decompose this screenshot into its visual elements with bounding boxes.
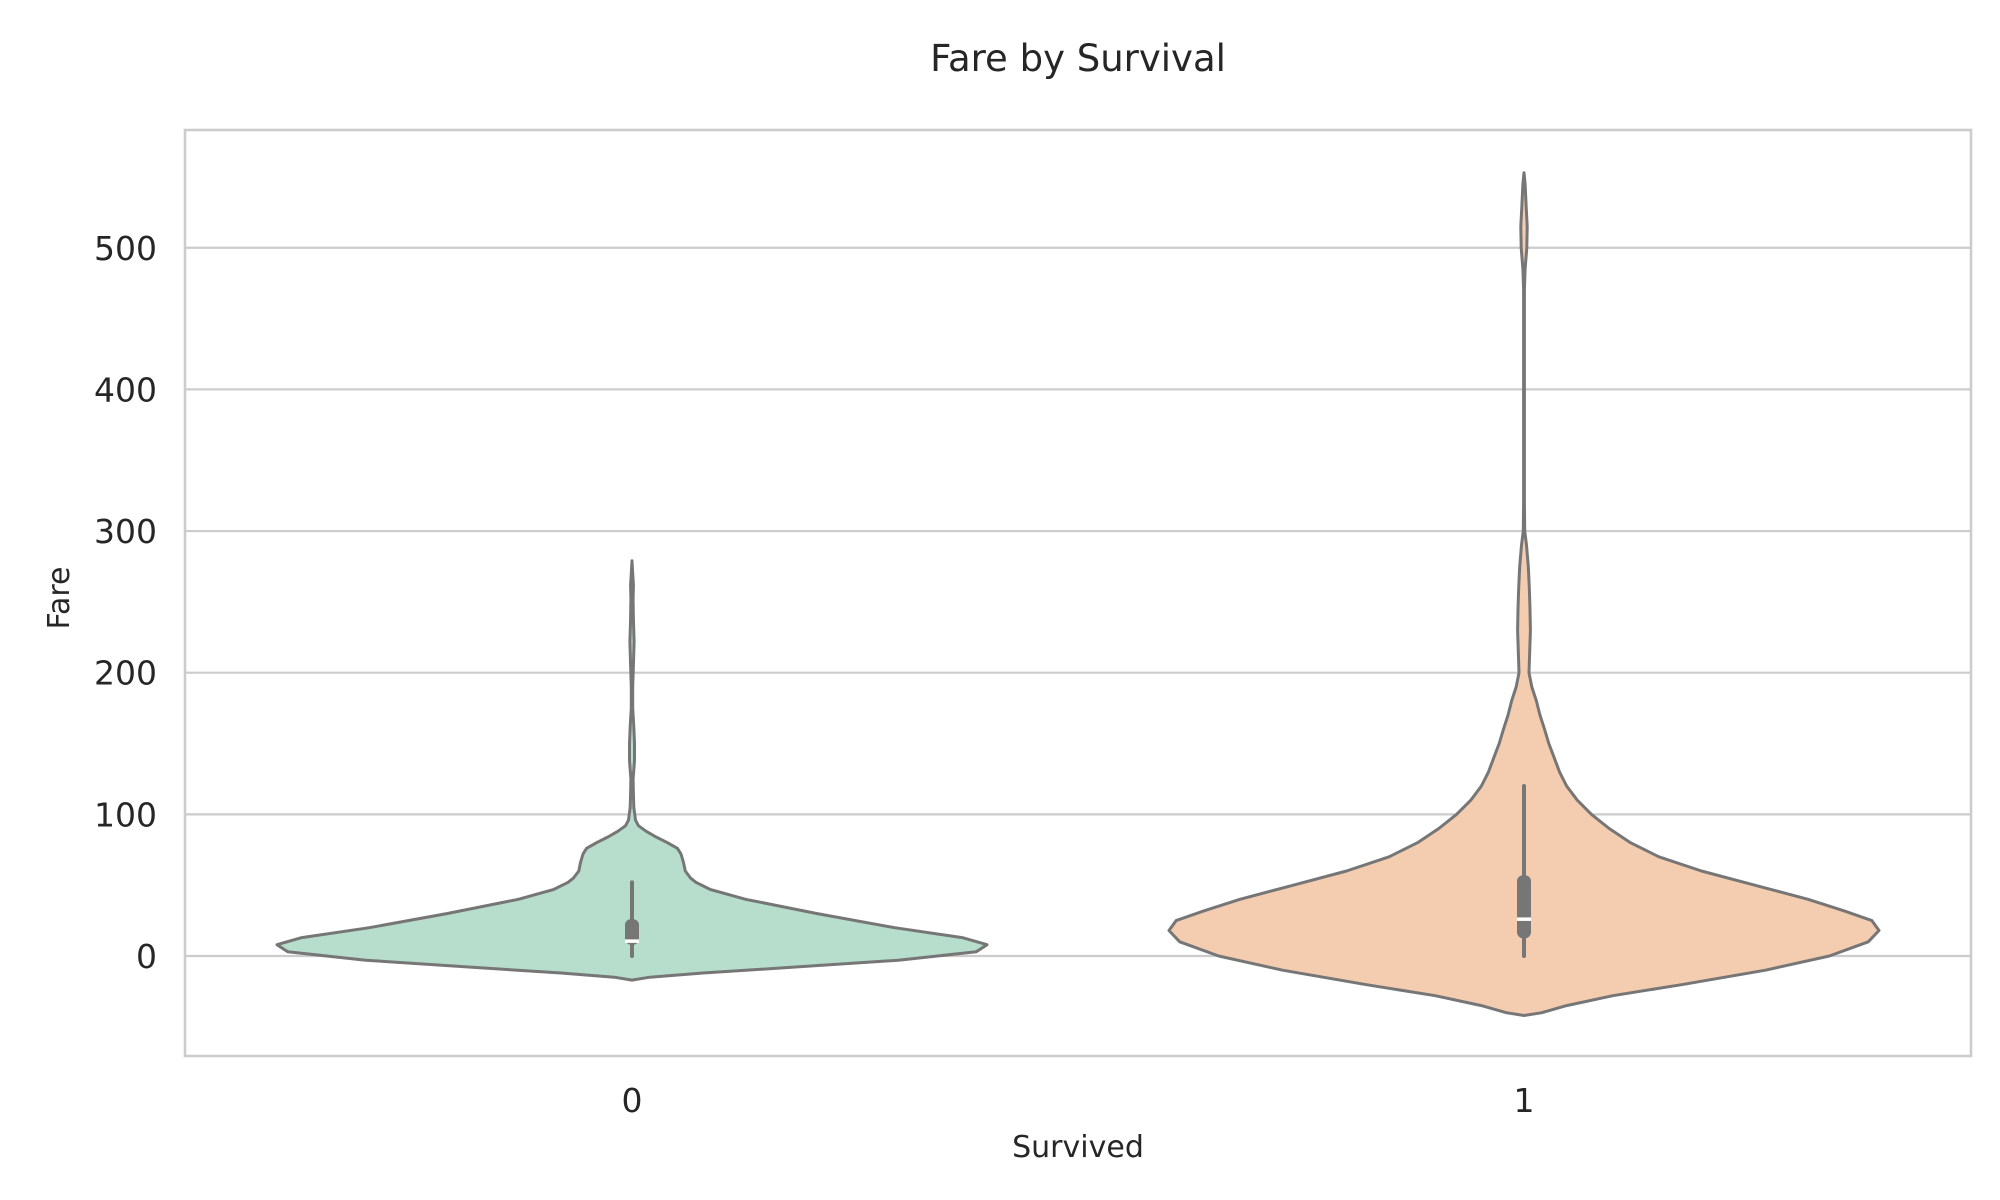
plot-frame xyxy=(183,128,1973,1058)
violin-iqr-box xyxy=(625,919,639,945)
y-tick-label: 300 xyxy=(94,512,157,551)
y-tick-label: 0 xyxy=(136,937,157,976)
violin-body xyxy=(1167,171,1881,1017)
violin-iqr-box xyxy=(1517,875,1531,939)
y-tick-label: 400 xyxy=(94,370,157,409)
y-tick-label: 200 xyxy=(94,654,157,693)
x-tick-label: 1 xyxy=(1514,1081,1535,1120)
x-axis-label: Survived xyxy=(1012,1130,1144,1165)
violin-body xyxy=(275,559,989,982)
grid-lines xyxy=(185,246,1971,958)
y-tick-labels: 0 100 200 300 400 500 xyxy=(94,229,157,976)
y-axis-label: Fare xyxy=(42,566,77,629)
chart-title: Fare by Survival xyxy=(930,37,1226,80)
violins xyxy=(275,171,1881,1017)
y-tick-label: 500 xyxy=(94,229,157,268)
x-tick-label: 0 xyxy=(622,1081,643,1120)
y-tick-label: 100 xyxy=(94,795,157,834)
